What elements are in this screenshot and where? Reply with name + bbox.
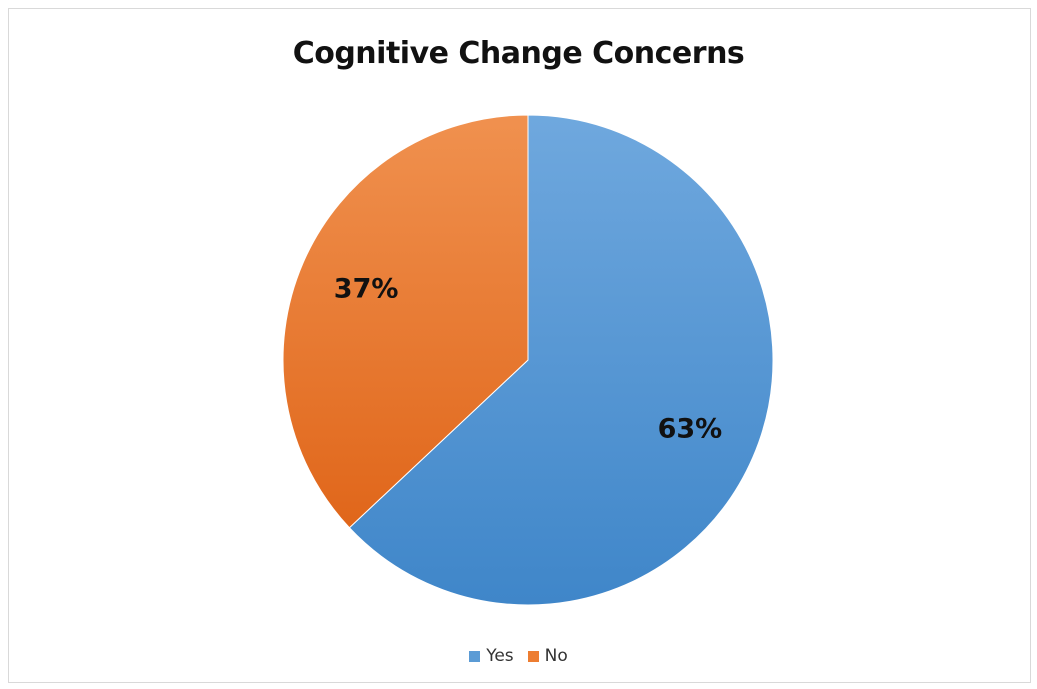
data-label-yes: 63% <box>658 414 723 445</box>
legend-label-no: No <box>544 646 568 666</box>
legend-swatch-yes <box>469 650 481 662</box>
pie-slice-yes <box>348 114 774 606</box>
data-label-no: 37% <box>334 273 399 304</box>
chart-title: Cognitive Change Concerns <box>292 36 745 71</box>
legend-item-yes: Yes <box>469 646 514 666</box>
legend-swatch-no <box>527 650 539 662</box>
pie-slice-no <box>282 114 529 529</box>
legend-label-yes: Yes <box>486 646 514 666</box>
legend: Yes No <box>0 646 1037 666</box>
legend-item-no: No <box>527 646 568 666</box>
